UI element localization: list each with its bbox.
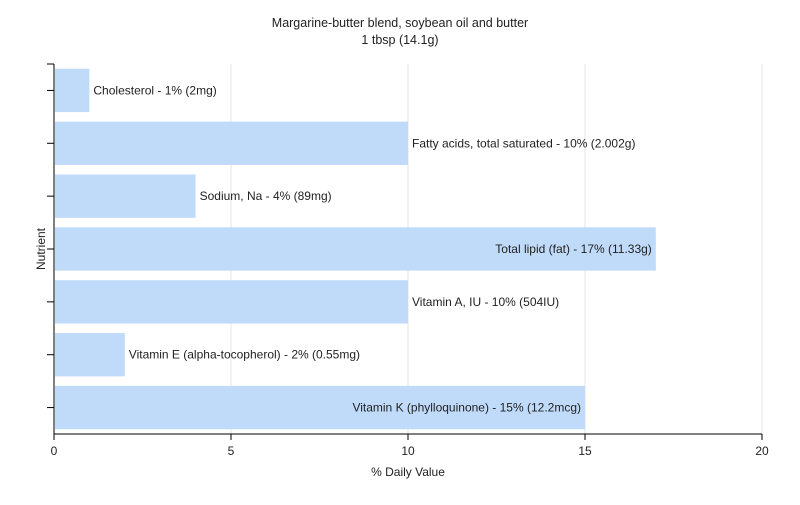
bar [55, 174, 196, 218]
chart-subtitle: 1 tbsp (14.1g) [361, 33, 438, 47]
x-tick-label: 0 [51, 444, 58, 458]
x-tick-label: 5 [228, 444, 235, 458]
bar [55, 385, 585, 430]
x-tick-label: 20 [755, 444, 769, 458]
bar-label: Sodium, Na - 4% (89mg) [200, 189, 332, 203]
bar [55, 121, 408, 165]
bar [55, 68, 90, 113]
bar-label: Vitamin K (phylloquinone) - 15% (12.2mcg… [352, 401, 581, 415]
bar-label: Cholesterol - 1% (2mg) [93, 83, 216, 97]
x-axis-label: % Daily Value [371, 465, 445, 479]
x-tick-label: 10 [401, 444, 415, 458]
axes: 0 5 10 15 20 [47, 63, 769, 458]
bar [55, 227, 656, 271]
x-tick-label: 15 [578, 444, 592, 458]
bar-label: Vitamin A, IU - 10% (504IU) [412, 295, 559, 309]
chart-title: Margarine-butter blend, soybean oil and … [272, 16, 528, 30]
bar [55, 333, 125, 377]
bar-label: Total lipid (fat) - 17% (11.33g) [495, 242, 652, 256]
bar-label: Fatty acids, total saturated - 10% (2.00… [412, 136, 635, 150]
y-axis-label: Nutrient [34, 227, 48, 270]
bar-label: Vitamin E (alpha-tocopherol) - 2% (0.55m… [129, 348, 360, 362]
bars: Cholesterol - 1% (2mg) Fatty acids, total… [55, 68, 656, 430]
bar [55, 280, 408, 324]
